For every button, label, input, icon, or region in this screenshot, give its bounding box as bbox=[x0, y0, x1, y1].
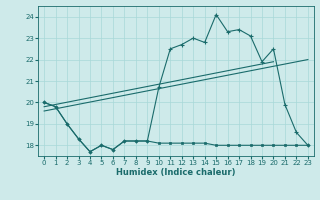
X-axis label: Humidex (Indice chaleur): Humidex (Indice chaleur) bbox=[116, 168, 236, 177]
